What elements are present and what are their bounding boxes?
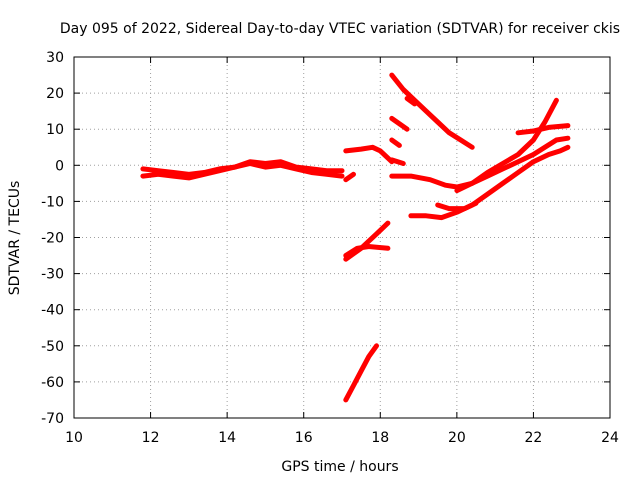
series-arc-9 (454, 97, 559, 194)
x-tick-label: 16 (295, 430, 313, 446)
y-tick-label: -50 (41, 339, 64, 355)
y-tick-label: 0 (55, 158, 64, 174)
y-tick-label: 20 (46, 86, 64, 102)
y-tick-label: 10 (46, 122, 64, 138)
series-arc-5 (343, 171, 356, 183)
series-arc-3 (343, 144, 395, 165)
series-arc-12 (389, 115, 410, 132)
grid-lines (74, 57, 610, 418)
y-tick-label: -70 (41, 411, 64, 427)
series-arc-4 (389, 157, 406, 166)
x-tick-label: 14 (218, 430, 236, 446)
series-arc-13 (389, 137, 402, 148)
series-arc-11 (389, 72, 475, 150)
chart-title: Day 095 of 2022, Sidereal Day-to-day VTE… (60, 21, 620, 37)
x-tick-label: 18 (371, 430, 389, 446)
y-tick-label: -30 (41, 267, 64, 283)
axis-ticks: 10 12 14 16 18 20 22 24 -70 -60 -50 -40 -30 -20 -10 0 10… (41, 50, 619, 446)
series-arc-2 (140, 161, 345, 181)
y-tick-label: 30 (46, 50, 64, 66)
x-tick-label: 24 (601, 430, 619, 446)
y-tick-label: -20 (41, 231, 64, 247)
x-axis-title: GPS time / hours (281, 459, 398, 475)
series-arc-8 (435, 200, 479, 212)
series-arc-17 (343, 343, 379, 403)
y-axis-title: SDTVAR / TECUs (7, 181, 23, 296)
x-tick-label: 20 (448, 430, 466, 446)
series-arc-14 (404, 96, 418, 107)
series-arc-7 (408, 144, 571, 221)
x-tick-label: 22 (525, 430, 543, 446)
x-tick-label: 12 (142, 430, 160, 446)
series-arc-6 (389, 135, 571, 190)
series-arc-10 (515, 123, 571, 136)
y-tick-label: -10 (41, 194, 64, 210)
x-tick-label: 10 (65, 430, 83, 446)
data-series (140, 72, 571, 403)
series-arc-16 (343, 220, 391, 262)
y-tick-label: -40 (41, 303, 64, 319)
y-tick-label: -60 (41, 375, 64, 391)
